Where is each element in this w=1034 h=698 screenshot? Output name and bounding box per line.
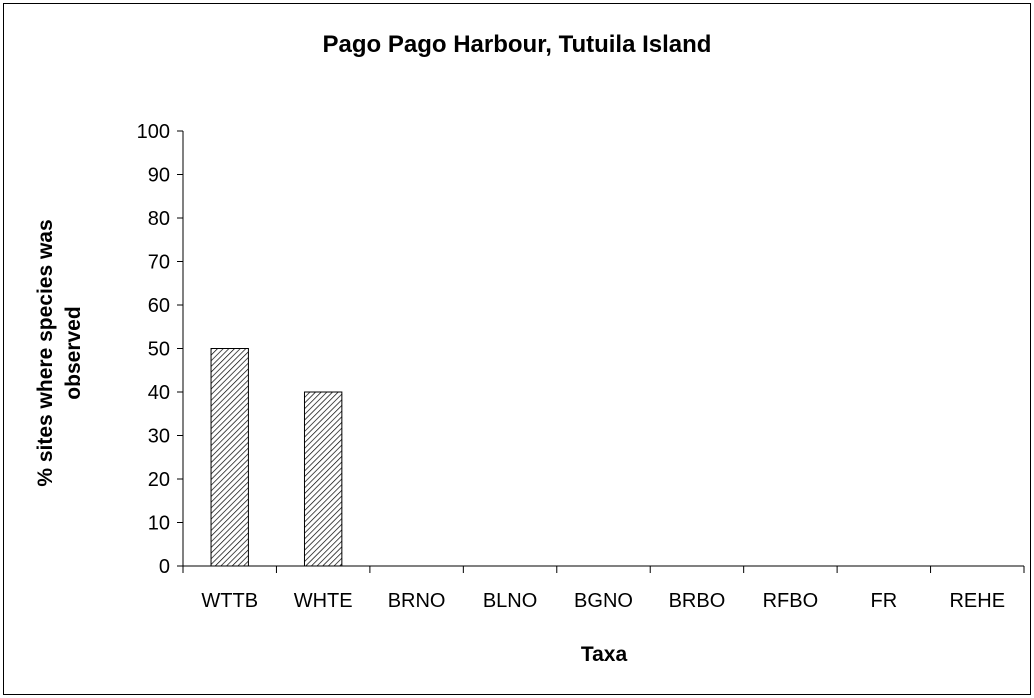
y-tick-label: 0: [159, 556, 170, 578]
y-tick-label: 60: [148, 295, 170, 317]
y-axis-title: % sites where species was observed: [34, 219, 85, 486]
y-tick-label: 20: [148, 469, 170, 491]
chart-title: Pago Pago Harbour, Tutuila Island: [323, 31, 712, 58]
y-axis-title-line-2: observed: [62, 306, 85, 399]
chart-frame: [3, 3, 1031, 695]
y-tick-label: 40: [148, 382, 170, 404]
x-axis-title: Taxa: [581, 643, 628, 666]
x-tick-label: WHTE: [294, 590, 353, 612]
x-tick-label: FR: [870, 590, 897, 612]
y-tick-label: 30: [148, 426, 170, 448]
bar-wttb: [210, 348, 249, 567]
y-axis-title-line-1: % sites where species was: [34, 219, 57, 486]
x-tick-label: BRNO: [388, 590, 446, 612]
y-tick-label: 90: [148, 165, 170, 187]
y-tick-label: 50: [148, 339, 170, 361]
x-tick-label: RFBO: [763, 590, 819, 612]
y-tick-label: 70: [148, 252, 170, 274]
x-tick-label: WTTB: [201, 590, 258, 612]
x-tick-label: BGNO: [574, 590, 633, 612]
plot-area: 0 10 20 30 40 50 60 70 80 90 100 WTTB WHTE BRNO BLNO BG…: [137, 121, 1025, 612]
x-tick-label: BRBO: [669, 590, 726, 612]
x-tick-label: REHE: [949, 590, 1005, 612]
x-tick-label: BLNO: [483, 590, 537, 612]
y-tick-label: 100: [137, 121, 170, 143]
y-tick-label: 80: [148, 208, 170, 230]
y-tick-label: 10: [148, 513, 170, 535]
bar-whte: [303, 391, 343, 567]
